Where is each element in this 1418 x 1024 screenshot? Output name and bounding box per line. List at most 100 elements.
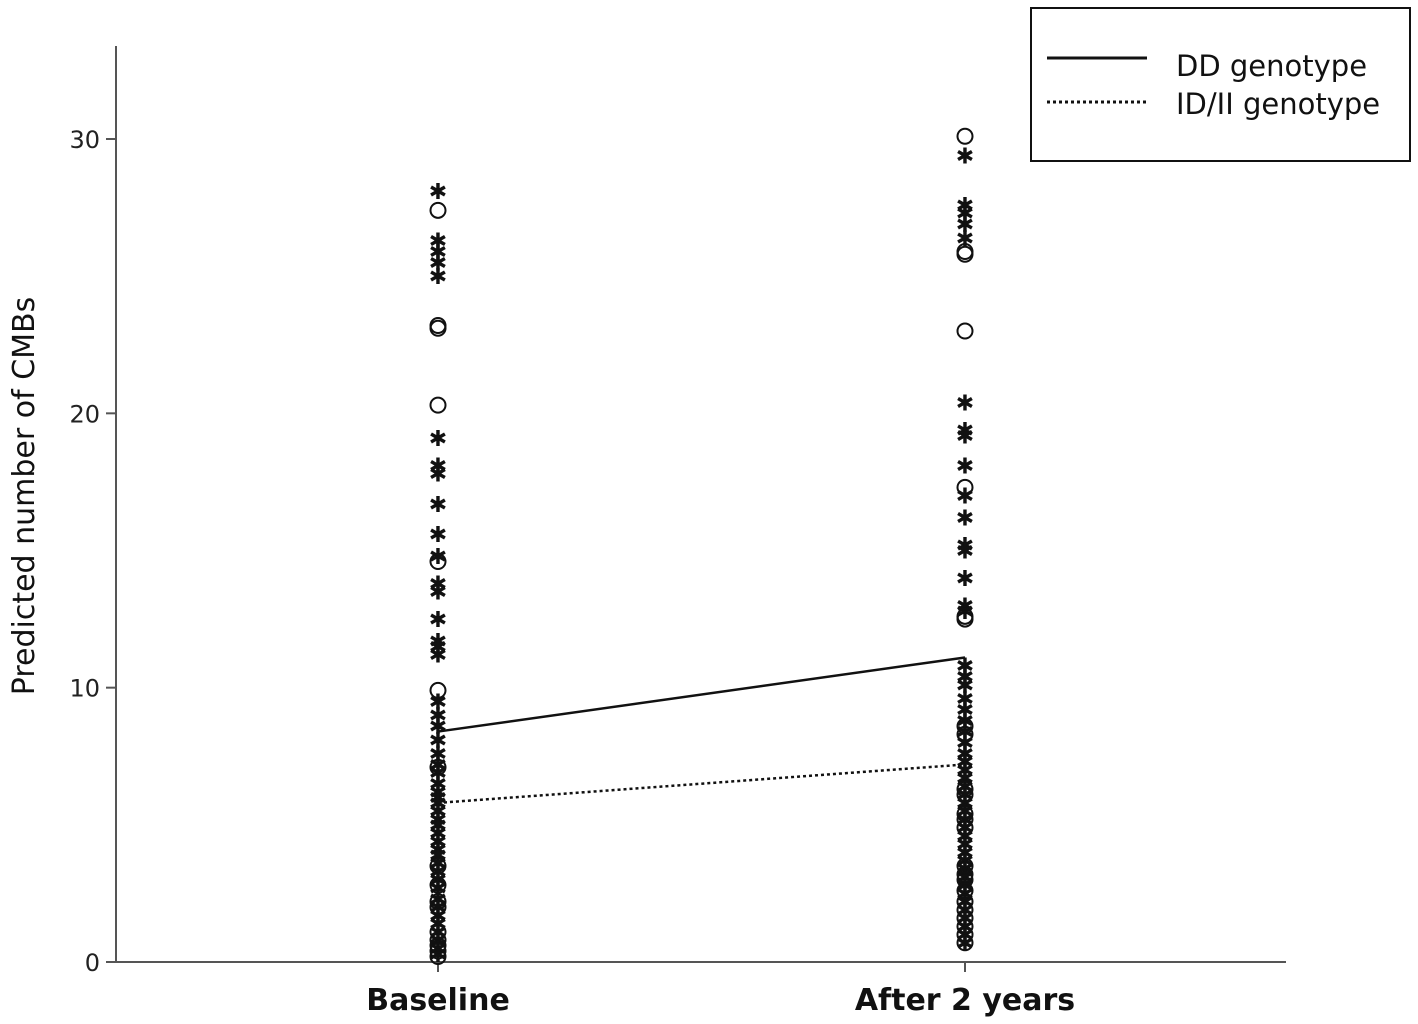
y-tick-label: 30 xyxy=(69,126,100,154)
scatter-point-star: ✱ xyxy=(429,773,447,798)
scatter-point-star: ✱ xyxy=(956,792,974,817)
scatter-point-star: ✱ xyxy=(956,674,974,699)
scatter-point-star: ✱ xyxy=(429,904,447,929)
scatter-point-star: ✱ xyxy=(429,822,447,847)
scatter-point-circle xyxy=(956,893,974,911)
scatter-point-star: ✱ xyxy=(429,715,447,740)
scatter-point-circle xyxy=(956,725,974,743)
scatter-point-star: ✱ xyxy=(429,581,447,606)
scatter-point-star: ✱ xyxy=(956,825,974,850)
scatter-point-star: ✱ xyxy=(429,523,447,548)
scatter-point-circle xyxy=(429,201,447,219)
y-tick-label: 20 xyxy=(69,400,100,428)
axes: 0 10 20 30 Baseline After 2 years xyxy=(69,46,1286,1018)
scatter-point-circle xyxy=(429,893,447,911)
scatter-point-circle xyxy=(429,948,447,966)
scatter-point-circle xyxy=(956,322,974,340)
legend-label-id: ID/II genotype xyxy=(1176,87,1380,121)
scatter-point-star: ✱ xyxy=(429,463,447,488)
scatter-point-circle xyxy=(956,819,974,837)
scatter-point-star: ✱ xyxy=(429,608,447,633)
scatter-point-star: ✱ xyxy=(429,630,447,655)
scatter-point-circle xyxy=(429,923,447,941)
scatter-point-circle xyxy=(429,898,447,916)
scatter-point-star: ✱ xyxy=(429,830,447,855)
scatter-point-star: ✱ xyxy=(956,655,974,680)
scatter-point-star: ✱ xyxy=(429,729,447,754)
scatter-point-circle xyxy=(956,901,974,919)
scatter-point-star: ✱ xyxy=(956,743,974,768)
scatter-point-star: ✱ xyxy=(956,507,974,532)
series-lines xyxy=(437,656,966,805)
scatter-point-star: ✱ xyxy=(429,808,447,833)
scatter-point-star: ✱ xyxy=(956,833,974,858)
scatter-point-star: ✱ xyxy=(429,454,447,479)
scatter-point-circle xyxy=(956,882,974,900)
scatter-point-star: ✱ xyxy=(956,485,974,510)
scatter-point-circle xyxy=(429,937,447,955)
scatter-point-star: ✱ xyxy=(956,213,974,238)
scatter-point-star: ✱ xyxy=(956,144,974,169)
scatter-point-star: ✱ xyxy=(429,572,447,597)
scatter-point-star: ✱ xyxy=(429,704,447,729)
y-tick-label: 0 xyxy=(85,949,100,977)
scatter-point-star: ✱ xyxy=(956,858,974,883)
scatter-point-star: ✱ xyxy=(956,666,974,691)
scatter-point-circle xyxy=(956,786,974,804)
series-line-id-ii xyxy=(437,763,966,805)
scatter-point-star: ✱ xyxy=(429,800,447,825)
scatter-point-circle xyxy=(429,681,447,699)
scatter-markers: ✱✱✱✱✱✱✱✱✱✱✱✱✱✱✱✱✱✱✱✱✱✱✱✱✱✱✱✱✱✱✱✱✱✱✱✱✱✱✱✱… xyxy=(429,127,974,968)
x-tick-label: After 2 years xyxy=(855,983,1075,1018)
scatter-point-circle xyxy=(429,876,447,894)
scatter-point-star: ✱ xyxy=(956,688,974,713)
scatter-point-star: ✱ xyxy=(429,786,447,811)
y-axis-title: Predicted number of CMBs xyxy=(7,297,42,695)
scatter-point-circle xyxy=(956,478,974,496)
scatter-point-star: ✱ xyxy=(956,424,974,449)
scatter-point-circle xyxy=(956,926,974,944)
scatter-point-star: ✱ xyxy=(429,251,447,276)
scatter-point-star: ✱ xyxy=(956,419,974,444)
x-tick-label: Baseline xyxy=(366,983,510,1018)
legend-box xyxy=(1030,7,1411,162)
scatter-point-star: ✱ xyxy=(956,454,974,479)
scatter-point-circle xyxy=(956,780,974,798)
scatter-point-circle xyxy=(956,857,974,875)
scatter-point-circle xyxy=(429,552,447,570)
scatter-point-star: ✱ xyxy=(956,699,974,724)
scatter-point-circle xyxy=(956,717,974,735)
scatter-point-star: ✱ xyxy=(429,792,447,817)
scatter-point-star: ✱ xyxy=(956,391,974,416)
scatter-point-star: ✱ xyxy=(956,534,974,559)
scatter-point-circle xyxy=(429,942,447,960)
scatter-point-star: ✱ xyxy=(429,814,447,839)
scatter-point-circle xyxy=(429,931,447,949)
y-tick-label: 10 xyxy=(69,675,100,703)
scatter-point-star: ✱ xyxy=(429,180,447,205)
scatter-point-circle xyxy=(956,610,974,628)
scatter-point-circle xyxy=(956,934,974,952)
x-ticks: Baseline After 2 years xyxy=(366,962,1075,1018)
scatter-point-circle xyxy=(956,127,974,145)
scatter-point-circle xyxy=(956,810,974,828)
scatter-point-star: ✱ xyxy=(429,240,447,265)
scatter-point-star: ✱ xyxy=(429,427,447,452)
scatter-point-star: ✱ xyxy=(956,540,974,565)
scatter-point-star: ✱ xyxy=(956,732,974,757)
scatter-point-star: ✱ xyxy=(956,194,974,219)
scatter-point-star: ✱ xyxy=(956,751,974,776)
scatter-point-star: ✱ xyxy=(429,781,447,806)
scatter-point-star: ✱ xyxy=(429,230,447,255)
scatter-point-star: ✱ xyxy=(429,839,447,864)
scatter-point-star: ✱ xyxy=(429,636,447,661)
scatter-point-circle xyxy=(956,917,974,935)
scatter-point-star: ✱ xyxy=(429,265,447,290)
scatter-point-star: ✱ xyxy=(956,567,974,592)
scatter-point-circle xyxy=(956,865,974,883)
scatter-point-star: ✱ xyxy=(956,202,974,227)
scatter-point-star: ✱ xyxy=(956,767,974,792)
scatter-point-circle xyxy=(956,805,974,823)
scatter-point-circle xyxy=(429,758,447,776)
